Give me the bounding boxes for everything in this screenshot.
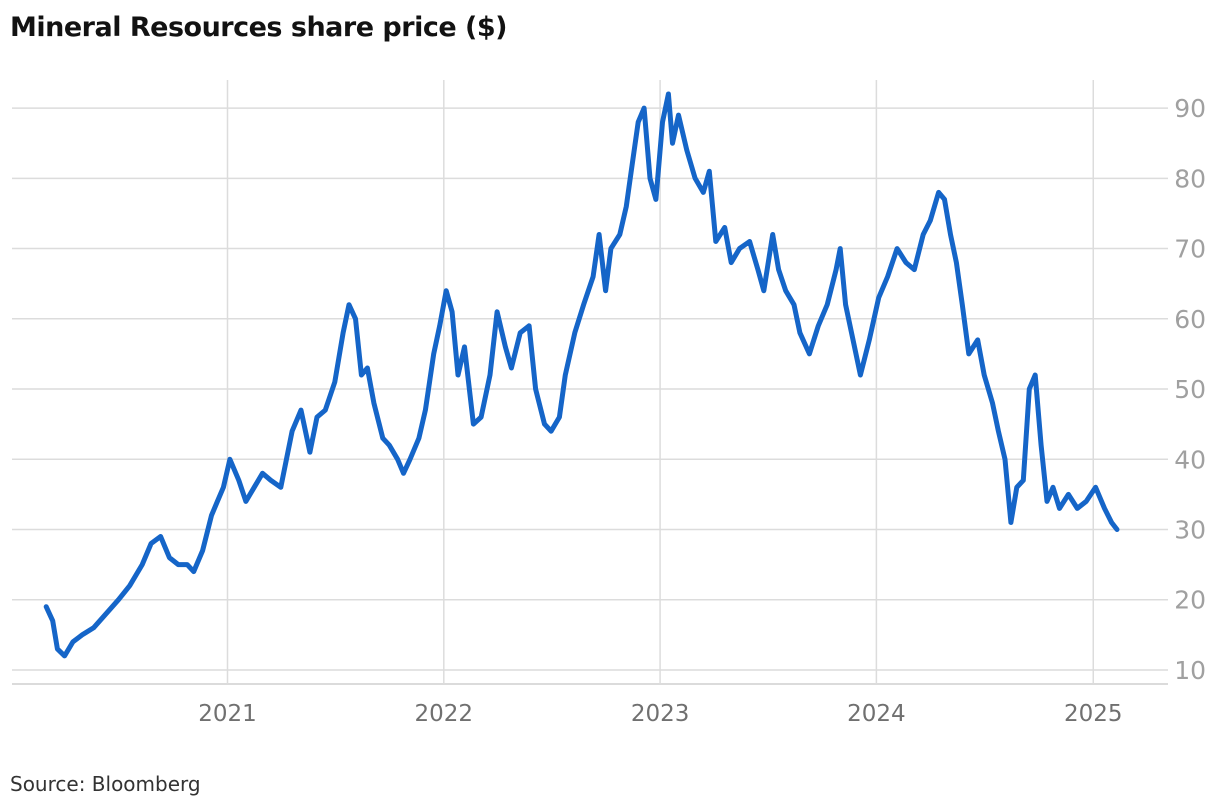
x-tick-label: 2021 xyxy=(198,701,257,727)
y-tick-label: 40 xyxy=(1174,445,1206,474)
x-tick-label: 2022 xyxy=(415,701,474,727)
y-tick-label: 10 xyxy=(1174,656,1206,685)
series-layer xyxy=(43,91,1120,659)
y-tick-label: 20 xyxy=(1174,586,1206,615)
x-tick-label: 2025 xyxy=(1064,701,1123,727)
y-tick-label: 30 xyxy=(1174,515,1206,544)
y-axis-labels: 10 20 30 40 50 60 70 80 90 xyxy=(1174,94,1206,685)
y-tick-label: 60 xyxy=(1174,305,1206,334)
y-tick-label: 50 xyxy=(1174,375,1206,404)
y-tick-label: 80 xyxy=(1174,164,1206,193)
x-tick-label: 2024 xyxy=(847,701,906,727)
gridlines xyxy=(12,80,1168,685)
x-tick-label: 2023 xyxy=(631,701,690,727)
chart-title: Mineral Resources share price ($) xyxy=(10,12,508,43)
source-note: Source: Bloomberg xyxy=(10,772,201,796)
x-axis-labels: 2021 2022 2023 2024 2025 xyxy=(198,701,1122,727)
share-price-line xyxy=(43,91,1120,659)
y-tick-label: 90 xyxy=(1174,94,1206,123)
y-tick-label: 70 xyxy=(1174,235,1206,264)
